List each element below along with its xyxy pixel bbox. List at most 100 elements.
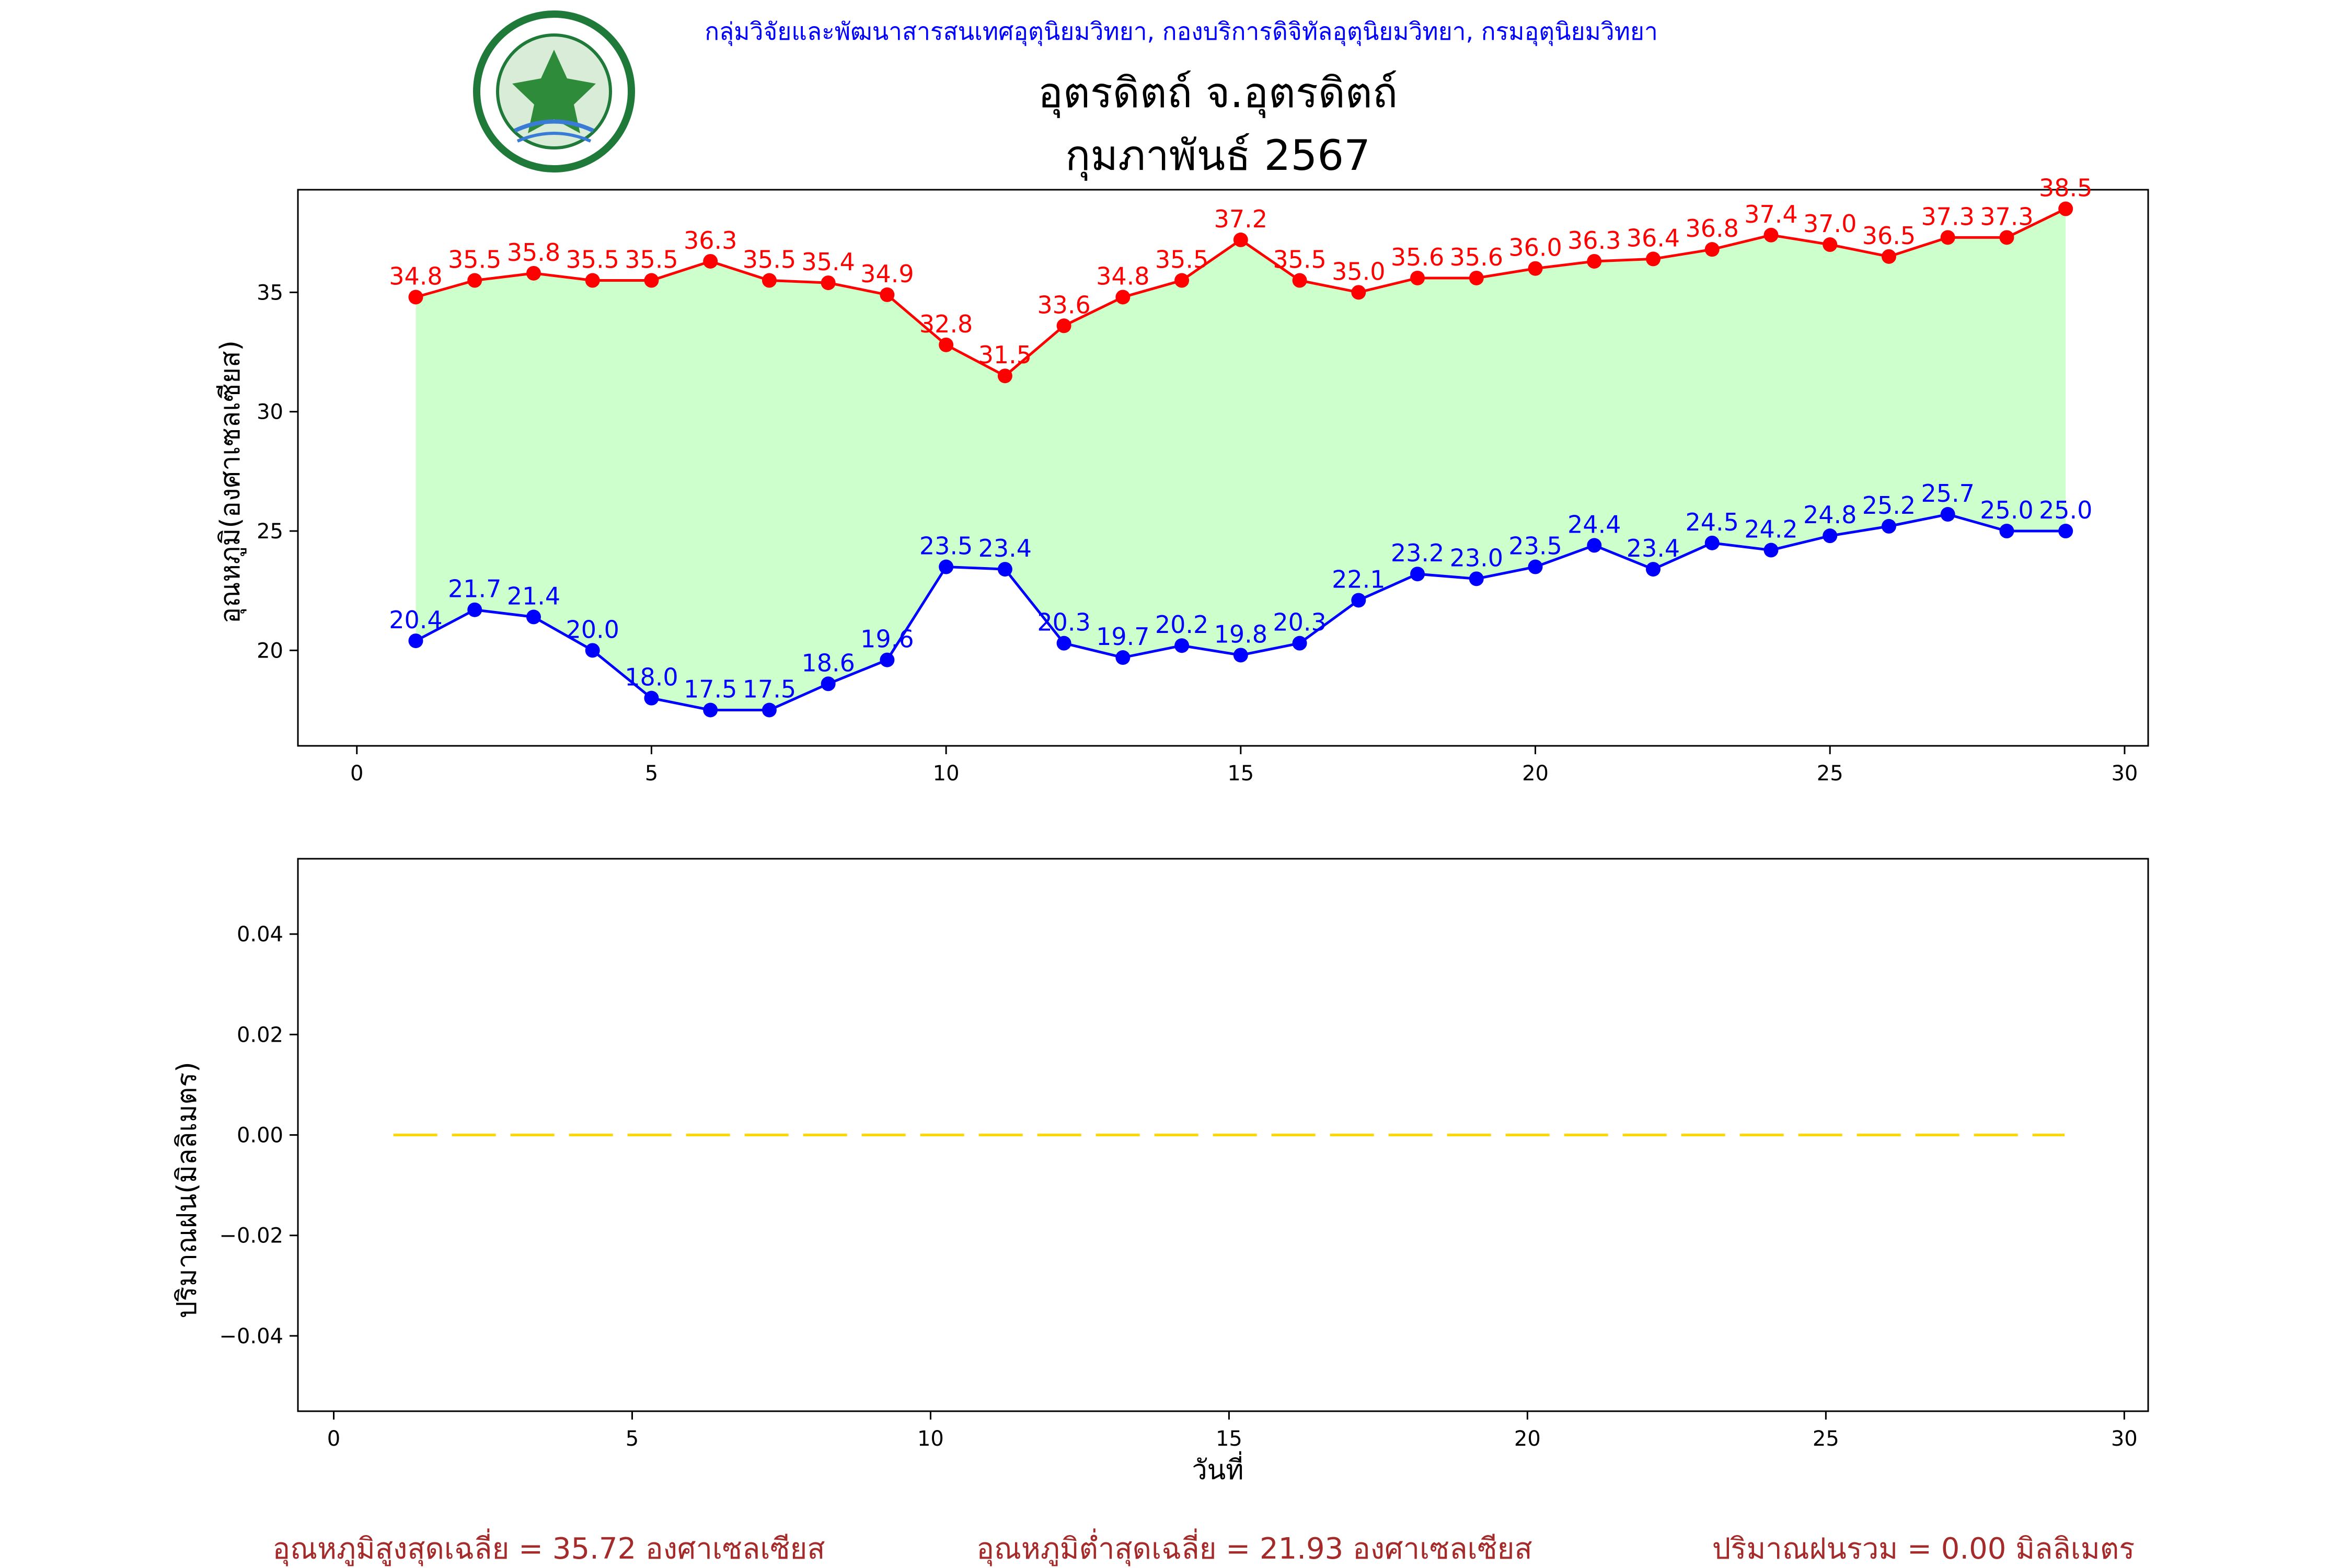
min-temperature-point [526,609,541,625]
x-tick-label: 0 [350,762,363,786]
min-temperature-data-label: 20.2 [1155,610,1208,639]
max-temperature-point [1292,273,1307,288]
min-temperature-point [644,690,659,706]
min-temperature-data-label: 24.2 [1744,515,1797,544]
x-tick-label: 5 [645,762,658,786]
y-tick-label: −0.04 [219,1324,283,1348]
x-tick-label: 25 [1817,762,1843,786]
max-temperature-point [1174,273,1190,288]
max-temperature-data-label: 35.8 [507,238,560,267]
min-temperature-data-label: 18.6 [801,649,855,677]
max-temperature-point [1999,230,2014,245]
max-temperature-data-label: 34.8 [389,262,442,290]
max-temperature-point [1233,232,1248,247]
max-temperature-point [1410,270,1425,285]
min-temperature-point [1823,528,1838,544]
agency-subtitle: กลุ่มวิจัยและพัฒนาสารสนเทศอุตุนิยมวิทยา,… [705,17,1658,47]
max-temperature-point [408,290,423,305]
summary-avg-max: อุณหภูมิสูงสุดเฉลี่ย = 35.72 องศาเซลเซีย… [272,1528,825,1566]
min-temperature-point [703,702,718,718]
min-temperature-data-label: 20.0 [566,615,619,643]
min-temperature-point [1351,593,1366,608]
min-temperature-point [1115,650,1131,665]
max-temperature-point [467,273,482,288]
max-temperature-point [703,253,718,269]
max-temperature-point [1115,290,1131,305]
min-temperature-point [467,602,482,617]
min-temperature-point [1410,567,1425,582]
min-temperature-point [1528,559,1543,574]
x-tick-label: 15 [1227,762,1254,786]
meteorological-department-logo [473,10,635,172]
y-tick-label: 0.02 [237,1023,283,1047]
min-temperature-data-label: 23.0 [1450,544,1503,572]
max-temperature-data-label: 35.5 [566,246,619,274]
max-temperature-point [644,273,659,288]
max-temperature-data-label: 35.5 [448,246,501,274]
min-temperature-data-label: 25.0 [1980,496,2033,524]
min-temperature-data-label: 23.5 [1508,532,1562,560]
min-temperature-data-label: 20.4 [389,606,442,634]
min-temperature-point [1233,648,1248,663]
min-temperature-point [1587,538,1602,553]
min-temperature-data-label: 17.5 [684,675,737,704]
min-temperature-data-label: 21.4 [507,582,560,610]
min-temperature-point [821,676,836,691]
max-temperature-point [1881,249,1896,264]
min-temperature-point [585,643,600,658]
min-temperature-point [880,652,895,667]
temperature-chart: อุณหภูมิ(องศาเซลเซียส) 0 5 10 15 20 25 30 20 25 3… [215,174,2149,786]
plot-frame [297,189,2149,747]
min-temperature-data-label: 19.7 [1096,622,1149,651]
min-temperature-data-label: 25.7 [1921,479,1974,508]
temperature-y-axis-label: อุณหภูมิ(องศาเซลเซียส) [215,340,247,624]
min-temperature-data-label: 23.4 [1627,534,1680,562]
min-temperature-point [762,702,777,718]
min-temperature-data-label: 24.8 [1803,501,1857,529]
min-temperature-data-label: 21.7 [448,575,501,603]
min-temperature-data-label: 17.5 [743,675,796,704]
station-title: อุตรดิตถ์ จ.อุตรดิตถ์ [1038,68,1398,118]
max-temperature-point [821,275,836,291]
max-temperature-data-label: 35.5 [1273,246,1326,274]
min-temperature-point [1645,562,1661,577]
max-temperature-data-label: 38.5 [2039,174,2092,202]
max-temperature-data-label: 35.5 [743,246,796,274]
temperature-range-fill [416,209,2066,710]
y-tick-label: 35 [257,281,283,305]
min-temperature-point [1174,638,1190,653]
max-temperature-point [526,266,541,281]
rainfall-x-axis-label: วันที่ [1192,1451,1243,1486]
y-tick-label: 0.00 [237,1124,283,1148]
max-temperature-data-label: 35.6 [1450,243,1503,271]
min-temperature-point [408,633,423,649]
max-temperature-point [585,273,600,288]
max-temperature-data-label: 37.4 [1744,200,1797,228]
min-temperature-data-label: 24.4 [1567,510,1621,538]
min-temperature-point [939,559,954,574]
max-temperature-data-label: 31.5 [978,341,1032,369]
min-temperature-data-label: 23.5 [919,532,973,560]
y-tick-label: −0.02 [219,1224,283,1248]
max-temperature-point [1587,253,1602,269]
min-temperature-point [997,562,1012,577]
max-temperature-point [1645,251,1661,267]
x-tick-label: 10 [933,762,960,786]
x-tick-label: 5 [626,1427,639,1451]
max-temperature-data-label: 35.5 [1155,246,1208,274]
max-temperature-point [1528,261,1543,276]
max-temperature-point [1351,285,1366,300]
min-temperature-data-label: 18.0 [625,663,678,691]
min-temperature-point [1881,518,1896,534]
min-temperature-data-label: 25.2 [1862,491,1916,520]
max-temperature-data-label: 37.2 [1214,205,1267,233]
y-tick-label: 30 [257,400,283,424]
min-temperature-point [2058,524,2073,539]
max-temperature-data-label: 36.5 [1862,222,1916,250]
max-temperature-data-label: 36.8 [1686,214,1739,243]
y-tick-label: 0.04 [237,923,283,947]
min-temperature-data-label: 24.5 [1686,508,1739,536]
min-temperature-data-label: 23.4 [978,534,1032,562]
max-temperature-data-label: 36.4 [1627,224,1680,252]
summary-total-rain: ปริมาณฝนรวม = 0.00 มิลลิเมตร [1712,1532,2135,1566]
